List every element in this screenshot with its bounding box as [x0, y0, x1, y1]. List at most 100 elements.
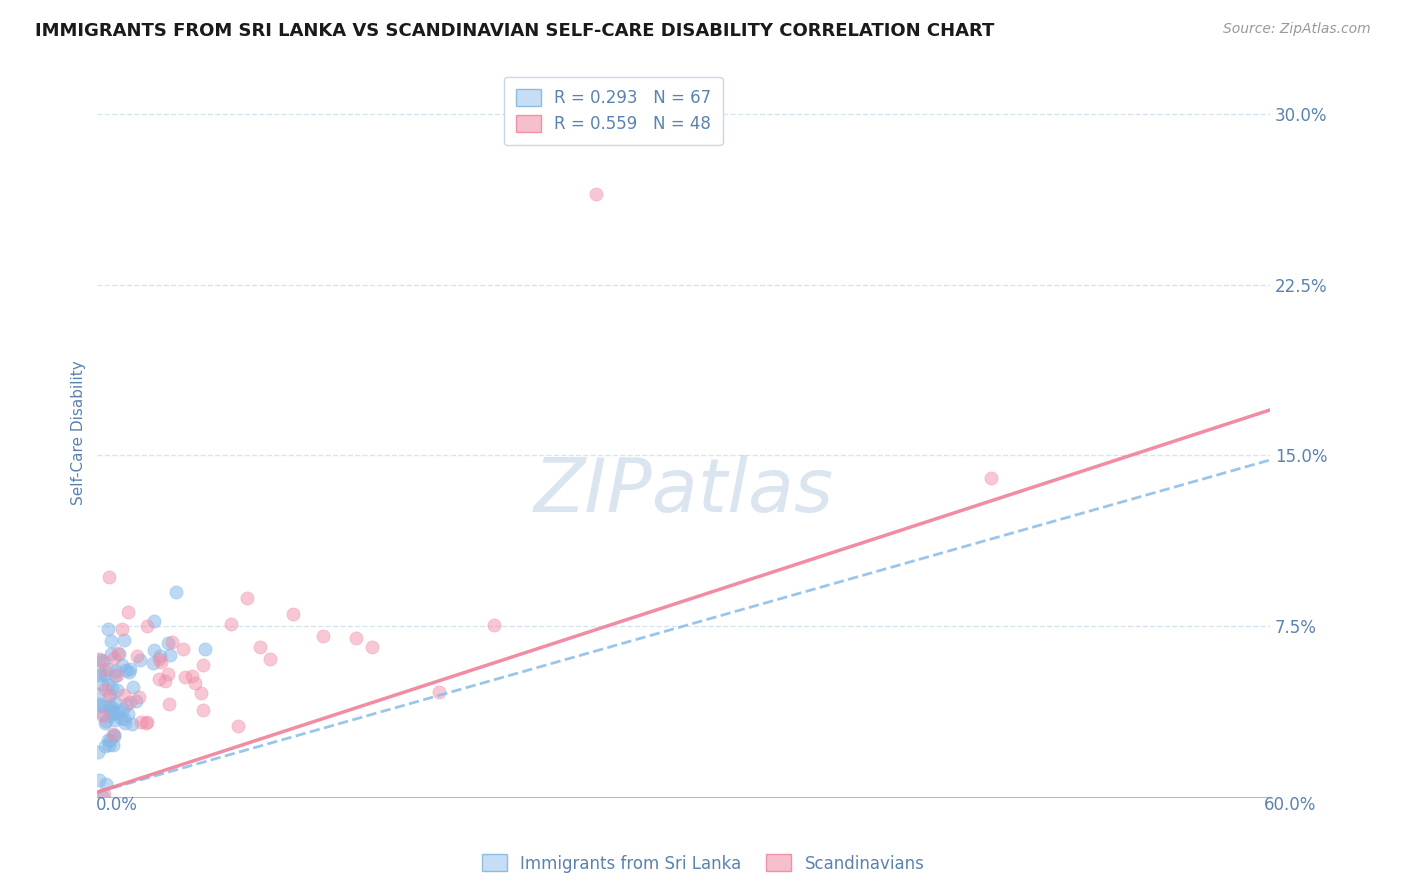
Point [98, 733, 121, 747]
Point [100, 707, 122, 722]
Point [184, 675, 207, 690]
Point [103, 729, 125, 743]
Legend: Immigrants from Sri Lanka, Scandinavians: Immigrants from Sri Lanka, Scandinavians [475, 847, 931, 880]
Point [98, 698, 121, 713]
Point [97, 570, 120, 584]
Point [87, 697, 110, 711]
Point [111, 622, 134, 636]
Point [97, 662, 120, 676]
Point [97, 732, 120, 747]
Point [115, 697, 138, 711]
Point [101, 681, 124, 695]
Point [194, 641, 217, 656]
Point [117, 707, 139, 722]
Point [90, 698, 112, 713]
Point [136, 715, 159, 730]
Point [94, 716, 117, 731]
Point [118, 665, 141, 680]
Point [107, 705, 129, 719]
Text: IMMIGRANTS FROM SRI LANKA VS SCANDINAVIAN SELF-CARE DISABILITY CORRELATION CHART: IMMIGRANTS FROM SRI LANKA VS SCANDINAVIA… [35, 22, 994, 40]
Point [219, 616, 242, 631]
Point [135, 715, 157, 730]
Point [91, 789, 114, 804]
Point [104, 669, 127, 683]
Point [157, 698, 180, 712]
Point [89, 651, 111, 665]
Point [94, 714, 117, 728]
Point [344, 631, 367, 645]
Point [172, 641, 194, 656]
Point [484, 617, 506, 632]
Point [121, 681, 143, 695]
Point [142, 614, 165, 628]
Point [100, 634, 122, 648]
Point [118, 695, 141, 709]
Point [136, 619, 159, 633]
Point [249, 640, 271, 655]
Point [91, 654, 114, 668]
Point [181, 669, 204, 683]
Point [191, 703, 214, 717]
Point [103, 650, 125, 665]
Point [104, 714, 127, 728]
Point [156, 636, 179, 650]
Point [87, 745, 110, 759]
Point [101, 706, 124, 720]
Point [100, 648, 122, 662]
Point [112, 688, 135, 702]
Point [114, 716, 136, 731]
Point [150, 655, 173, 669]
Y-axis label: Self-Care Disability: Self-Care Disability [72, 360, 86, 505]
Point [165, 585, 187, 599]
Point [427, 685, 450, 699]
Point [93, 706, 115, 721]
Point [118, 662, 141, 676]
Point [104, 706, 127, 720]
Point [361, 640, 384, 655]
Point [87, 665, 110, 679]
Point [97, 677, 120, 691]
Point [101, 738, 124, 752]
Point [87, 773, 110, 788]
Point [190, 686, 212, 700]
Point [87, 687, 110, 701]
Point [93, 739, 115, 753]
Point [112, 713, 135, 727]
Point [149, 649, 172, 664]
Point [121, 717, 143, 731]
Point [105, 683, 128, 698]
Point [103, 727, 125, 741]
Point [103, 728, 125, 742]
Point [142, 643, 165, 657]
Point [94, 668, 117, 682]
Point [115, 664, 138, 678]
Point [148, 672, 170, 686]
Point [105, 668, 128, 682]
Point [97, 622, 120, 636]
Point [128, 690, 150, 704]
Text: Source: ZipAtlas.com: Source: ZipAtlas.com [1223, 22, 1371, 37]
Point [174, 670, 197, 684]
Point [89, 668, 111, 682]
Text: 60.0%: 60.0% [1264, 796, 1316, 814]
Point [153, 674, 176, 689]
Point [980, 471, 1002, 485]
Point [117, 606, 139, 620]
Point [97, 738, 120, 752]
Point [91, 676, 114, 690]
Point [100, 703, 122, 717]
Point [93, 699, 115, 714]
Point [112, 633, 135, 648]
Point [94, 681, 117, 696]
Point [124, 694, 146, 708]
Point [96, 777, 118, 791]
Point [160, 634, 183, 648]
Point [107, 646, 129, 660]
Point [105, 664, 128, 678]
Point [100, 701, 122, 715]
Point [97, 688, 120, 702]
Text: ZIPatlas: ZIPatlas [534, 455, 834, 527]
Point [226, 719, 249, 733]
Point [110, 711, 132, 725]
Point [281, 607, 304, 621]
